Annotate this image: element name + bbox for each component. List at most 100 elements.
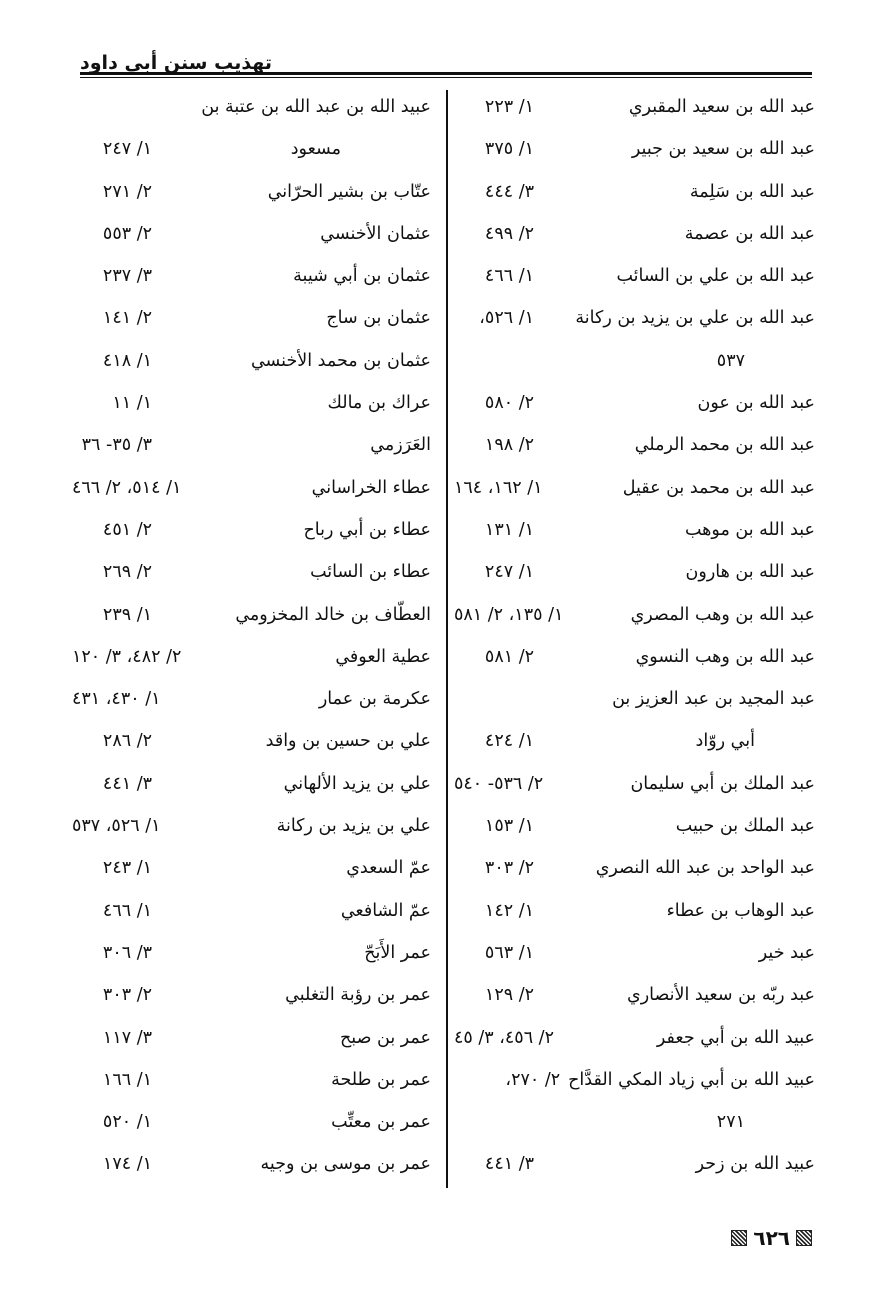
entry-page-ref: ١/ ٣٧٥ [484, 139, 534, 160]
entry-page-ref: ١/ ٥١٤، ٢/ ٤٦٦ [72, 477, 182, 498]
entry-page-ref: ١/ ١٣٥، ٢/ ٥٨١ [454, 604, 564, 625]
entry-page-ref: ١/ ١٧٤ [102, 1154, 152, 1175]
entry-name: عثمان بن محمد الأخنسي [250, 350, 431, 371]
index-entry: عبد الله بن وهب المصري ١/ ١٣٥، ٢/ ٥٨١ [454, 594, 815, 636]
entry-page-ref: ١/ ١٦٦ [102, 1069, 152, 1090]
index-entry: عبيد الله بن زحر ٣/ ٤٤١ [454, 1143, 815, 1185]
index-entry: عبد الواحد بن عبد الله النصري ٢/ ٣٠٣ [454, 847, 815, 889]
entry-page-ref [454, 1101, 546, 1143]
index-entry: عبد الملك بن حبيب ١/ ١٥٣ [454, 805, 815, 847]
index-entry: عمر بن معتِّب ١/ ٥٢٠ [72, 1101, 431, 1143]
index-entry: عبد الله بن موهب ١/ ١٣١ [454, 509, 815, 551]
entry-page-ref: ٢/ ٢٨٦ [102, 731, 152, 752]
index-entry: عبد الوهاب بن عطاء ١/ ١٤٢ [454, 890, 815, 932]
entry-name: عبد الله بن وهب النسوي [635, 646, 815, 667]
index-entry: علي بن يزيد الألهاني ٣/ ٤٤١ [72, 763, 431, 805]
entry-page-ref: ١/ ٢٤٧ [102, 139, 152, 160]
index-entry: عثمان الأخنسي ٢/ ٥٥٣ [72, 213, 431, 255]
entry-name: عبد الله بن محمد بن عقيل [622, 477, 815, 498]
entry-page-ref: ٢/ ٥٥٣ [102, 223, 152, 244]
entry-name: عبد الله بن وهب المصري [630, 604, 815, 625]
entry-name: عبيد الله بن عبد الله بن عتبة بن [201, 97, 431, 117]
entry-page-ref: ١/ ٢٤٧ [484, 562, 534, 583]
index-entry: عبيد الله بن أبي جعفر ٢/ ٤٥٦، ٣/ ٤٥ [454, 1017, 815, 1059]
entry-name: عبد الواحد بن عبد الله النصري [595, 858, 815, 879]
entry-page-ref: ١/ ٢٣٩ [102, 604, 152, 625]
index-entry: عثمان بن أبي شيبة ٣/ ٢٣٧ [72, 255, 431, 297]
ornament-icon [796, 1230, 812, 1246]
index-entry: عبد الله بن عون ٢/ ٥٨٠ [454, 382, 815, 424]
index-entry: عمّ السعدي ١/ ٢٤٣ [72, 847, 431, 889]
entry-name: عبد الله بن علي بن السائب [616, 266, 816, 287]
entry-name: عمر بن صبح [340, 1027, 431, 1048]
entry-page-ref: ١/ ١٣١ [484, 519, 534, 540]
entry-name: عبيد الله بن زحر [695, 1154, 815, 1175]
entry-name: عبد الله بن محمد الرملي [634, 435, 815, 456]
entry-page-ref: ١/ ٢٤٣ [102, 858, 152, 879]
entry-page-ref [72, 86, 164, 128]
entry-name: عبد المجيد بن عبد العزيز بن [612, 689, 815, 710]
index-entry: عبيد الله بن أبي زياد المكي القدَّاح ٢/ ٢… [454, 1059, 815, 1101]
entry-page-ref: ٢/ ١٤١ [102, 308, 152, 329]
entry-page-ref: ٢/ ٣٠٣ [484, 858, 534, 879]
page-number-block: ٦٢٦ [731, 1226, 812, 1250]
entry-page-ref: ٢/ ١٢٩ [484, 985, 534, 1006]
index-entry: العَرَزمي ٣/ ٣٥- ٣٦ [72, 424, 431, 466]
index-entry: مسعود ١/ ٢٤٧ [72, 128, 431, 170]
entry-page-ref: ٢/ ٣٠٣ [102, 985, 152, 1006]
entry-name: ٢٧١ [716, 1112, 745, 1133]
page-number: ٦٢٦ [753, 1226, 790, 1250]
index-entry: عراك بن مالك ١/ ١١ [72, 382, 431, 424]
index-entry: أبي روّاد ١/ ٤٢٤ [454, 720, 815, 762]
entry-name: عطاء الخراساني [311, 477, 431, 498]
entry-page-ref: ٢/ ١٩٨ [484, 435, 534, 456]
entry-page-ref: ٣/ ٤٤١ [102, 773, 152, 794]
index-entry: عبد خير ١/ ٥٦٣ [454, 932, 815, 974]
entry-name: علي بن حسين بن واقد [265, 731, 431, 752]
entry-name: عبيد الله بن أبي زياد المكي القدَّاح [568, 1069, 815, 1090]
entry-name: عبد الله بن عون [697, 393, 816, 414]
entry-name: عبد الله بن هارون [685, 562, 815, 583]
column-divider [446, 90, 448, 1188]
entry-page-ref: ٢/ ٤٥١ [102, 519, 152, 540]
entry-page-ref: ٣/ ١١٧ [102, 1027, 152, 1048]
entry-page-ref: ١/ ٥٦٣ [484, 942, 534, 963]
entry-page-ref [454, 678, 546, 720]
entry-name: عمر الأَبَحّ [364, 942, 431, 963]
entry-page-ref: ٢/ ٢٧٠، [505, 1069, 561, 1090]
index-entry: عبد الله بن سعيد بن جبير ١/ ٣٧٥ [454, 128, 815, 170]
index-entry: عبد ربّه بن سعيد الأنصاري ٢/ ١٢٩ [454, 974, 815, 1016]
entry-page-ref: ١/ ١٤٢ [484, 900, 534, 921]
entry-page-ref: ٣/ ٤٤٤ [484, 181, 534, 202]
entry-name: عبد الله بن سَلِمة [689, 181, 815, 202]
entry-name: أبي روّاد [695, 731, 755, 752]
entry-page-ref: ١/ ٢٢٣ [484, 97, 534, 117]
entry-page-ref: ٢/ ٤٨٢، ٣/ ١٢٠ [72, 646, 182, 667]
entry-page-ref: ١/ ٥٢٠ [102, 1112, 152, 1133]
index-entry: عمّ الشافعي ١/ ٤٦٦ [72, 890, 431, 932]
index-entry: عبد الله بن وهب النسوي ٢/ ٥٨١ [454, 636, 815, 678]
entry-name: عبد الوهاب بن عطاء [666, 900, 815, 921]
entry-page-ref: ٢/ ٢٦٩ [102, 562, 152, 583]
index-entry: عبد الله بن عصمة ٢/ ٤٩٩ [454, 213, 815, 255]
entry-name: عبد الله بن سعيد بن جبير [631, 139, 815, 160]
entry-name: علي بن يزيد بن ركانة [276, 816, 431, 837]
entry-page-ref: ٣/ ٣٠٦ [102, 942, 152, 963]
entry-name: عبد الله بن موهب [685, 519, 815, 540]
index-column-left: عبيد الله بن عبد الله بن عتبة بن مسعود ١/ … [72, 86, 431, 1186]
entry-page-ref: ١/ ٤٢٤ [484, 731, 534, 752]
index-entry: علي بن يزيد بن ركانة ١/ ٥٢٦، ٥٣٧ [72, 805, 431, 847]
index-entry: عمر بن رؤبة التغلبي ٢/ ٣٠٣ [72, 974, 431, 1016]
entry-page-ref: ١/ ١٦٢، ١٦٤ [454, 477, 543, 498]
entry-name: عراك بن مالك [327, 393, 432, 414]
entry-page-ref: ١/ ١١ [112, 393, 152, 414]
index-entry: عبد الله بن سَلِمة ٣/ ٤٤٤ [454, 171, 815, 213]
entry-name: عبد الله بن عصمة [684, 223, 815, 244]
index-entry: ٢٧١ [454, 1101, 815, 1143]
index-entry: علي بن حسين بن واقد ٢/ ٢٨٦ [72, 720, 431, 762]
entry-name: عتّاب بن بشير الحرّاني [267, 181, 431, 202]
index-entry: عثمان بن ساج ٢/ ١٤١ [72, 297, 431, 339]
header-rule-thick [80, 72, 812, 75]
index-entry: عثمان بن محمد الأخنسي ١/ ٤١٨ [72, 340, 431, 382]
entry-name: عمر بن معتِّب [331, 1112, 431, 1133]
